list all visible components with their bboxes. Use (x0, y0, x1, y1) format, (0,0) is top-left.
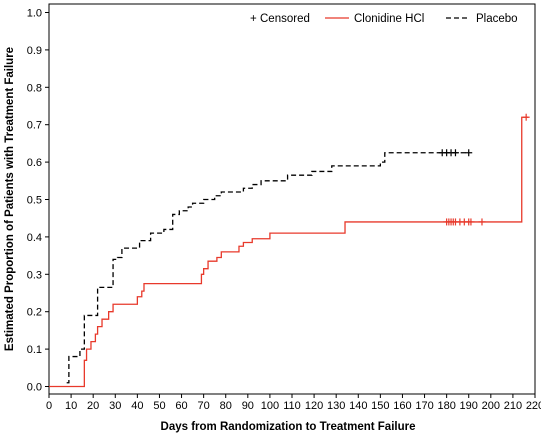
x-tick-label: 20 (87, 400, 99, 412)
legend-censored-symbol: + (250, 13, 257, 25)
legend-label-placebo: Placebo (476, 13, 518, 25)
x-tick-label: 210 (504, 400, 522, 412)
y-tick-label: 0.4 (27, 232, 42, 244)
legend-label-clonidine: Clonidine HCl (354, 13, 424, 25)
x-axis: 0 10 20 30 40 50 60 70 80 90 100 110 120 130 140 150 160… (46, 394, 541, 412)
x-tick-label: 0 (46, 400, 52, 412)
y-axis-title: Estimated Proportion of Patients with Tr… (4, 47, 16, 351)
y-tick-label: 0.2 (27, 307, 42, 319)
x-tick-label: 130 (327, 400, 345, 412)
x-tick-label: 220 (526, 400, 541, 412)
x-tick-label: 170 (415, 400, 433, 412)
x-tick-label: 160 (393, 400, 411, 412)
y-tick-label: 0.5 (27, 195, 42, 207)
x-tick-label: 150 (371, 400, 389, 412)
y-tick-label: 0.6 (27, 157, 42, 169)
y-axis: 0.0 0.1 0.2 0.3 0.4 0.5 0.6 0.7 0.8 0.9 1.0 (27, 8, 49, 394)
y-tick-label: 0.9 (27, 45, 42, 57)
y-tick-label: 1.0 (27, 8, 42, 20)
censor-marks-layer (438, 113, 530, 226)
series-clonidine-line (49, 116, 529, 388)
x-tick-label: 110 (283, 400, 301, 412)
legend-censored-label: Censored (260, 13, 310, 25)
y-tick-label: 0.1 (27, 344, 42, 356)
x-tick-label: 40 (131, 400, 143, 412)
x-tick-label: 30 (109, 400, 121, 412)
x-axis-title: Days from Randomization to Treatment Fai… (161, 421, 416, 433)
x-tick-label: 200 (482, 400, 500, 412)
x-tick-label: 80 (220, 400, 232, 412)
x-tick-label: 70 (198, 400, 210, 412)
x-tick-label: 180 (437, 400, 455, 412)
x-tick-label: 50 (153, 400, 165, 412)
series-layer (49, 116, 529, 388)
series-placebo-line (66, 152, 469, 384)
y-tick-label: 0.8 (27, 82, 42, 94)
x-tick-label: 60 (175, 400, 187, 412)
y-tick-label: 0.0 (27, 382, 42, 394)
y-tick-label: 0.7 (27, 120, 42, 132)
x-tick-label: 10 (65, 400, 77, 412)
legend: + Censored Clonidine HCl Placebo (250, 13, 518, 25)
x-tick-label: 190 (460, 400, 478, 412)
plot-area-border (48, 3, 536, 395)
x-tick-label: 120 (305, 400, 323, 412)
y-tick-label: 0.3 (27, 269, 42, 281)
x-tick-label: 100 (261, 400, 279, 412)
plot-frame (48, 3, 536, 395)
x-tick-label: 140 (349, 400, 367, 412)
x-tick-label: 90 (242, 400, 254, 412)
